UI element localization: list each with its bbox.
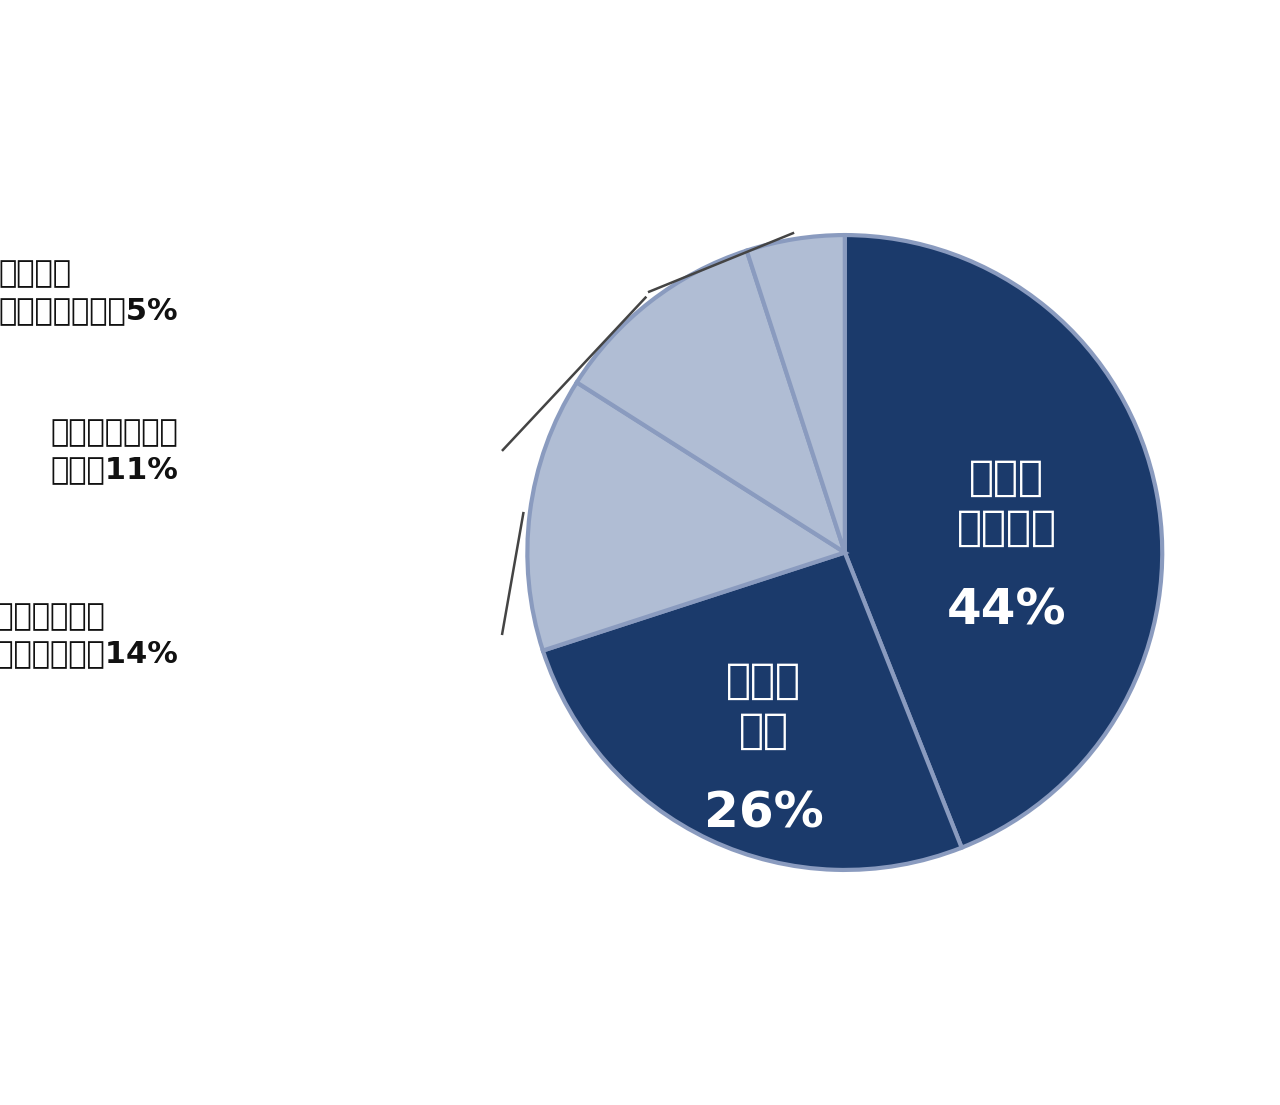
Text: 44%: 44% bbox=[947, 587, 1066, 634]
Text: あまり好きでは
ない　11%: あまり好きでは ない 11% bbox=[50, 418, 178, 484]
Text: とても
好き: とても 好き bbox=[726, 660, 801, 751]
Text: 基本的
には好き: 基本的 には好き bbox=[957, 456, 1057, 549]
Wedge shape bbox=[543, 552, 961, 870]
Wedge shape bbox=[527, 382, 845, 651]
Wedge shape bbox=[577, 251, 845, 552]
Text: 普通・好きでも
嫌いでもない　14%: 普通・好きでも 嫌いでもない 14% bbox=[0, 602, 178, 669]
Text: まったく
好きではない　5%: まったく 好きではない 5% bbox=[0, 260, 178, 325]
Wedge shape bbox=[746, 235, 845, 552]
Wedge shape bbox=[845, 235, 1162, 848]
Text: 26%: 26% bbox=[704, 790, 823, 838]
